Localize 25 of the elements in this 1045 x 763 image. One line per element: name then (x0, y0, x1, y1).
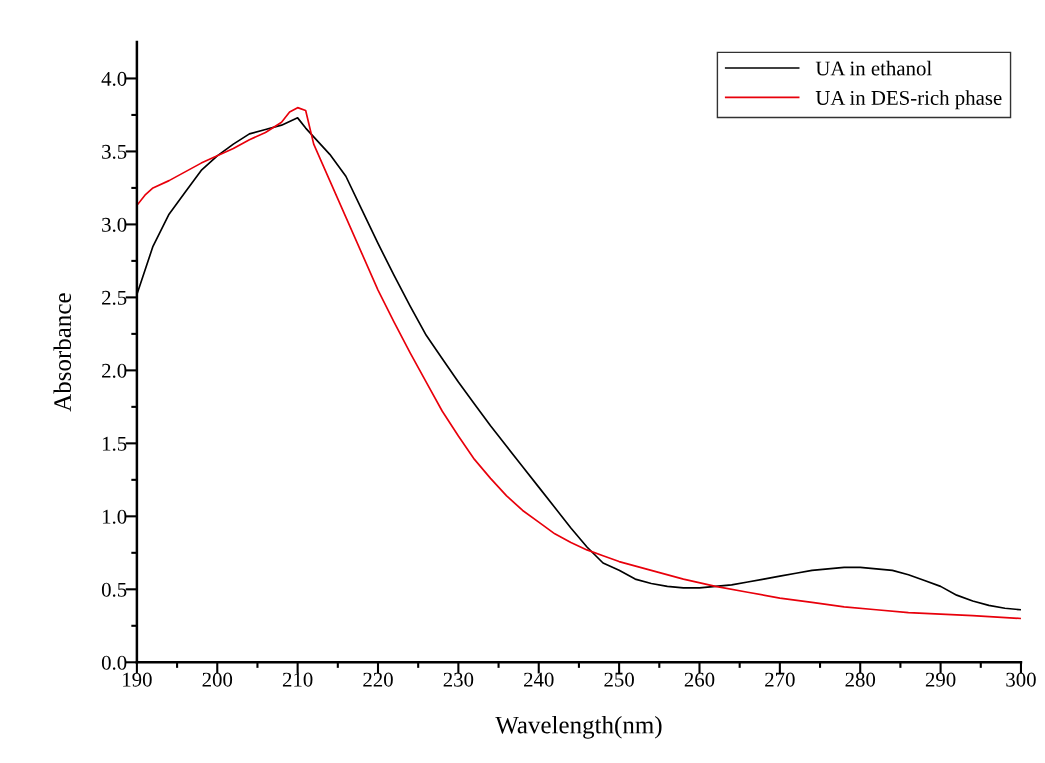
x-tick-label: 200 (202, 672, 233, 687)
x-tick-label: 240 (524, 672, 554, 687)
x-tick-label: 290 (925, 672, 956, 687)
y-tick-label: 0.5 (101, 582, 127, 597)
y-tick-label: 3.0 (102, 217, 127, 232)
x-tick-label: 250 (604, 672, 634, 687)
x-tick-label: 260 (684, 672, 715, 687)
x-axis-title: Wavelength(nm) (495, 715, 662, 739)
y-tick-label: 2.5 (102, 290, 127, 305)
x-tick-label: 300 (1006, 672, 1036, 687)
legend-label: UA in ethanol (815, 60, 932, 76)
y-axis-title: Absorbance (53, 293, 72, 412)
y-tick-label: 3.5 (102, 144, 127, 159)
x-tick-label: 230 (443, 672, 474, 687)
x-tick-label: 280 (845, 672, 876, 687)
y-tick-label: 1.5 (102, 436, 127, 451)
y-tick-label: 2.0 (102, 363, 127, 378)
x-tick-label: 210 (282, 672, 313, 687)
legend-label: UA in DES-rich phase (815, 90, 1002, 110)
x-tick-label: 190 (123, 672, 152, 687)
y-tick-label: 4.0 (101, 71, 127, 86)
x-tick-label: 270 (765, 672, 795, 687)
x-tick-label: 220 (363, 672, 393, 687)
y-tick-label: 0.0 (101, 655, 127, 670)
y-tick-label: 1.0 (102, 509, 127, 524)
